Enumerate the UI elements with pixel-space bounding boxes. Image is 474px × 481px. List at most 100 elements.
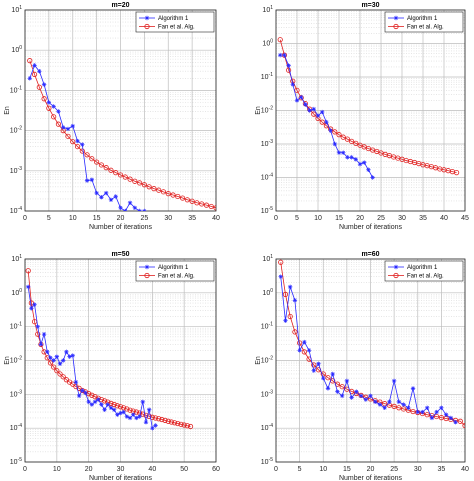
data-point: [70, 139, 76, 145]
data-point: [311, 111, 317, 117]
data-point: [96, 397, 101, 402]
legend-label: Fan et al. Alg.: [158, 274, 195, 280]
y-tick-label: 100: [11, 288, 22, 297]
chart-title: m=60: [361, 251, 379, 258]
data-point: [75, 138, 80, 144]
data-point: [92, 399, 98, 405]
data-point: [306, 348, 312, 353]
legend-marker: [144, 272, 150, 279]
legend-label: Fan et al. Alg.: [158, 25, 195, 31]
data-point: [25, 268, 31, 274]
series-algorithm-1: [25, 284, 158, 431]
data-point: [32, 302, 37, 307]
data-point: [410, 408, 416, 415]
data-point: [357, 161, 363, 167]
data-point: [146, 184, 152, 190]
x-tick-label: 30: [398, 215, 406, 222]
data-point: [80, 142, 85, 147]
data-point: [94, 190, 99, 196]
x-tick-label: 60: [212, 466, 220, 473]
data-point: [132, 178, 138, 184]
legend-box: [384, 11, 464, 33]
data-point: [142, 208, 147, 211]
data-point: [368, 393, 373, 399]
data-point: [353, 157, 358, 162]
y-tick-label: 10-3: [10, 389, 22, 398]
data-point: [162, 417, 168, 423]
data-point: [213, 205, 216, 211]
y-tick-label: 10-2: [261, 106, 273, 115]
chart-title: m=50: [111, 251, 129, 258]
x-axis-label: Number of iterations: [89, 224, 153, 231]
x-tick-label: 25: [140, 215, 148, 222]
y-tick-label: 101: [11, 254, 22, 263]
data-point: [406, 405, 411, 410]
data-point: [420, 409, 425, 415]
data-point: [429, 415, 435, 421]
data-point: [57, 361, 63, 366]
data-point: [146, 407, 152, 412]
data-point: [137, 180, 143, 186]
data-point: [118, 410, 123, 416]
data-point: [25, 284, 31, 290]
data-point: [45, 349, 50, 355]
data-point: [299, 94, 304, 100]
series-algorithm-1: [278, 52, 375, 180]
data-point: [61, 125, 66, 130]
data-point: [51, 114, 57, 120]
data-point: [292, 298, 298, 303]
data-point: [127, 415, 133, 421]
y-tick-label: 10-3: [261, 139, 273, 148]
data-point: [86, 399, 91, 405]
legend-box: [384, 260, 464, 282]
data-point: [133, 409, 140, 415]
data-point: [303, 102, 308, 107]
data-point: [29, 306, 34, 311]
data-point: [146, 413, 152, 419]
data-point: [99, 195, 104, 200]
data-point: [178, 421, 184, 427]
data-point: [159, 416, 165, 423]
data-point: [194, 200, 200, 206]
data-point: [172, 420, 178, 426]
data-point: [328, 128, 333, 133]
data-point: [102, 407, 107, 412]
data-point: [60, 374, 66, 380]
data-point: [348, 138, 355, 144]
data-point: [302, 339, 307, 345]
data-point: [84, 152, 90, 158]
data-point: [349, 155, 354, 160]
data-point: [462, 422, 465, 429]
data-point: [287, 313, 293, 320]
x-tick-label: 0: [274, 466, 278, 473]
data-point: [332, 141, 337, 147]
data-point: [54, 354, 60, 359]
x-tick-label: 35: [419, 215, 427, 222]
data-point: [292, 329, 298, 335]
data-point: [294, 87, 300, 93]
data-point: [297, 340, 303, 346]
y-tick-label: 10-4: [261, 423, 273, 432]
legend-marker: [393, 264, 399, 270]
data-point: [349, 395, 354, 400]
data-point: [41, 331, 47, 337]
legend-marker: [144, 264, 150, 270]
data-point: [391, 378, 397, 384]
legend: Algorithm 1 Fan et al. Alg.: [384, 260, 464, 282]
x-tick-label: 30: [117, 466, 125, 473]
data-point: [297, 348, 302, 353]
data-point: [61, 358, 66, 363]
y-tick-label: 101: [262, 5, 273, 14]
data-point: [340, 134, 346, 140]
y-tick-label: 10-5: [10, 457, 22, 466]
data-point: [57, 371, 63, 377]
y-tick-label: 10-1: [261, 72, 273, 81]
data-point: [373, 399, 378, 405]
data-point: [55, 121, 62, 127]
data-point: [391, 403, 397, 409]
data-point: [64, 349, 69, 355]
data-point: [165, 191, 171, 197]
data-point: [65, 133, 71, 139]
x-tick-label: 15: [335, 215, 343, 222]
